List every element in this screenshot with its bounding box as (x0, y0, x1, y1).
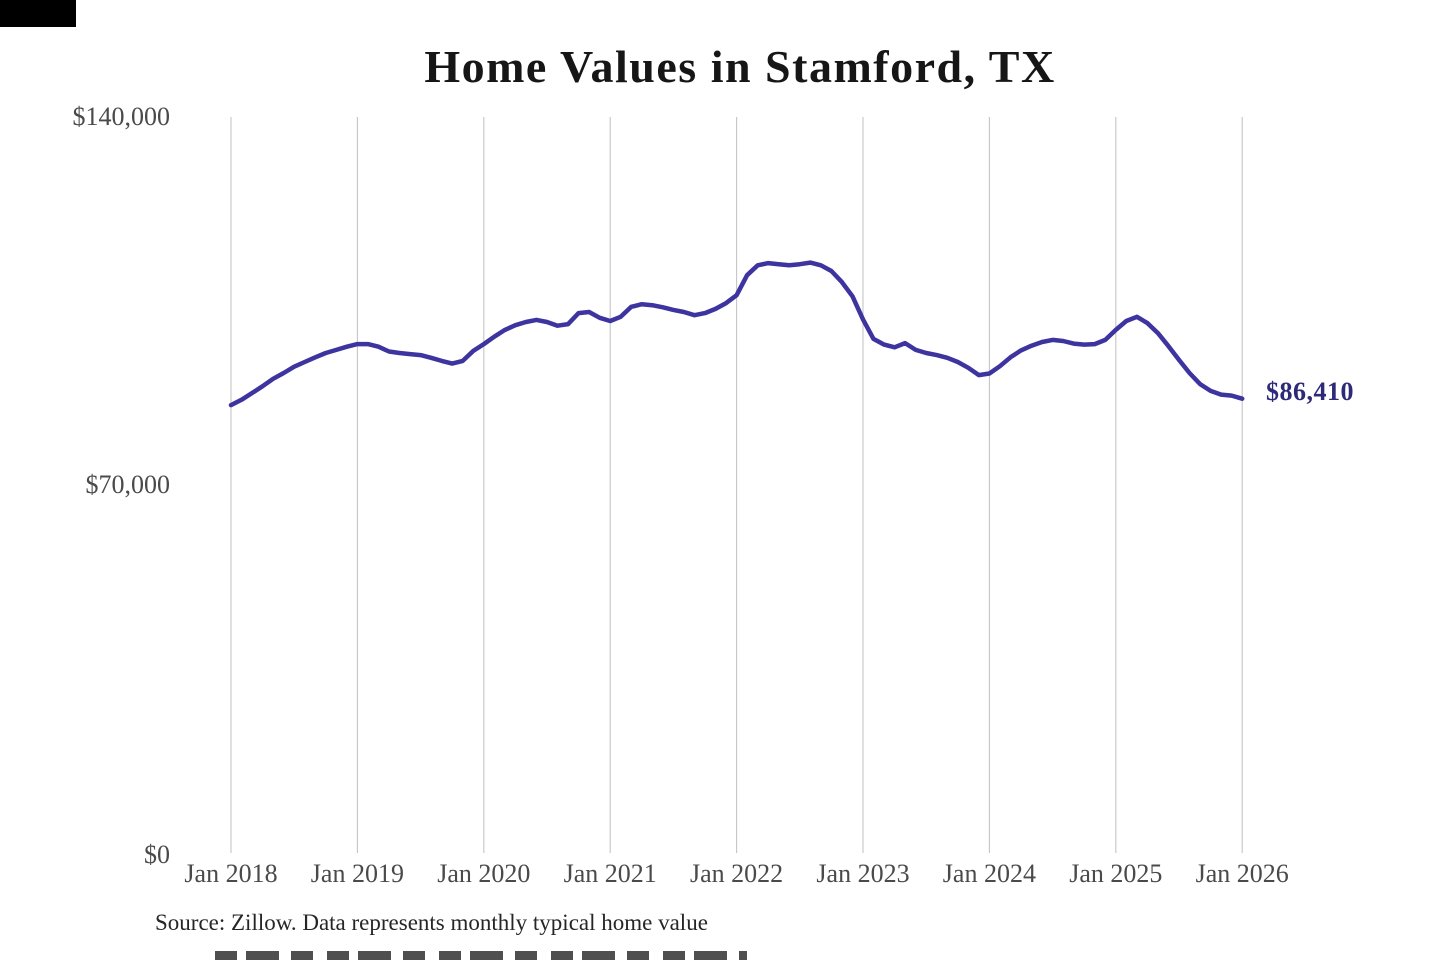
top-left-black-bar (0, 0, 76, 27)
chart-title: Home Values in Stamford, TX (424, 41, 1056, 92)
y-tick-140000: $140,000 (72, 102, 171, 131)
x-tick-jan-2019: Jan 2019 (310, 859, 404, 888)
home-value-line (228, 260, 1245, 408)
cutoff-text-fragment (215, 951, 747, 960)
y-tick-0: $0 (144, 840, 170, 869)
x-tick-jan-2025: Jan 2025 (1069, 859, 1163, 888)
x-tick-jan-2026: Jan 2026 (1195, 859, 1289, 888)
x-tick-jan-2021: Jan 2021 (563, 859, 657, 888)
x-tick-jan-2024: Jan 2024 (942, 859, 1036, 888)
x-tick-jan-2018: Jan 2018 (184, 859, 278, 888)
x-tick-jan-2022: Jan 2022 (690, 859, 784, 888)
x-tick-jan-2023: Jan 2023 (816, 859, 910, 888)
year-gridlines (230, 117, 1243, 853)
x-tick-jan-2020: Jan 2020 (437, 859, 531, 888)
y-tick-70000: $70,000 (85, 470, 171, 499)
source-note: Source: Zillow. Data represents monthly … (155, 910, 708, 935)
latest-value-label: $86,410 (1266, 377, 1354, 406)
